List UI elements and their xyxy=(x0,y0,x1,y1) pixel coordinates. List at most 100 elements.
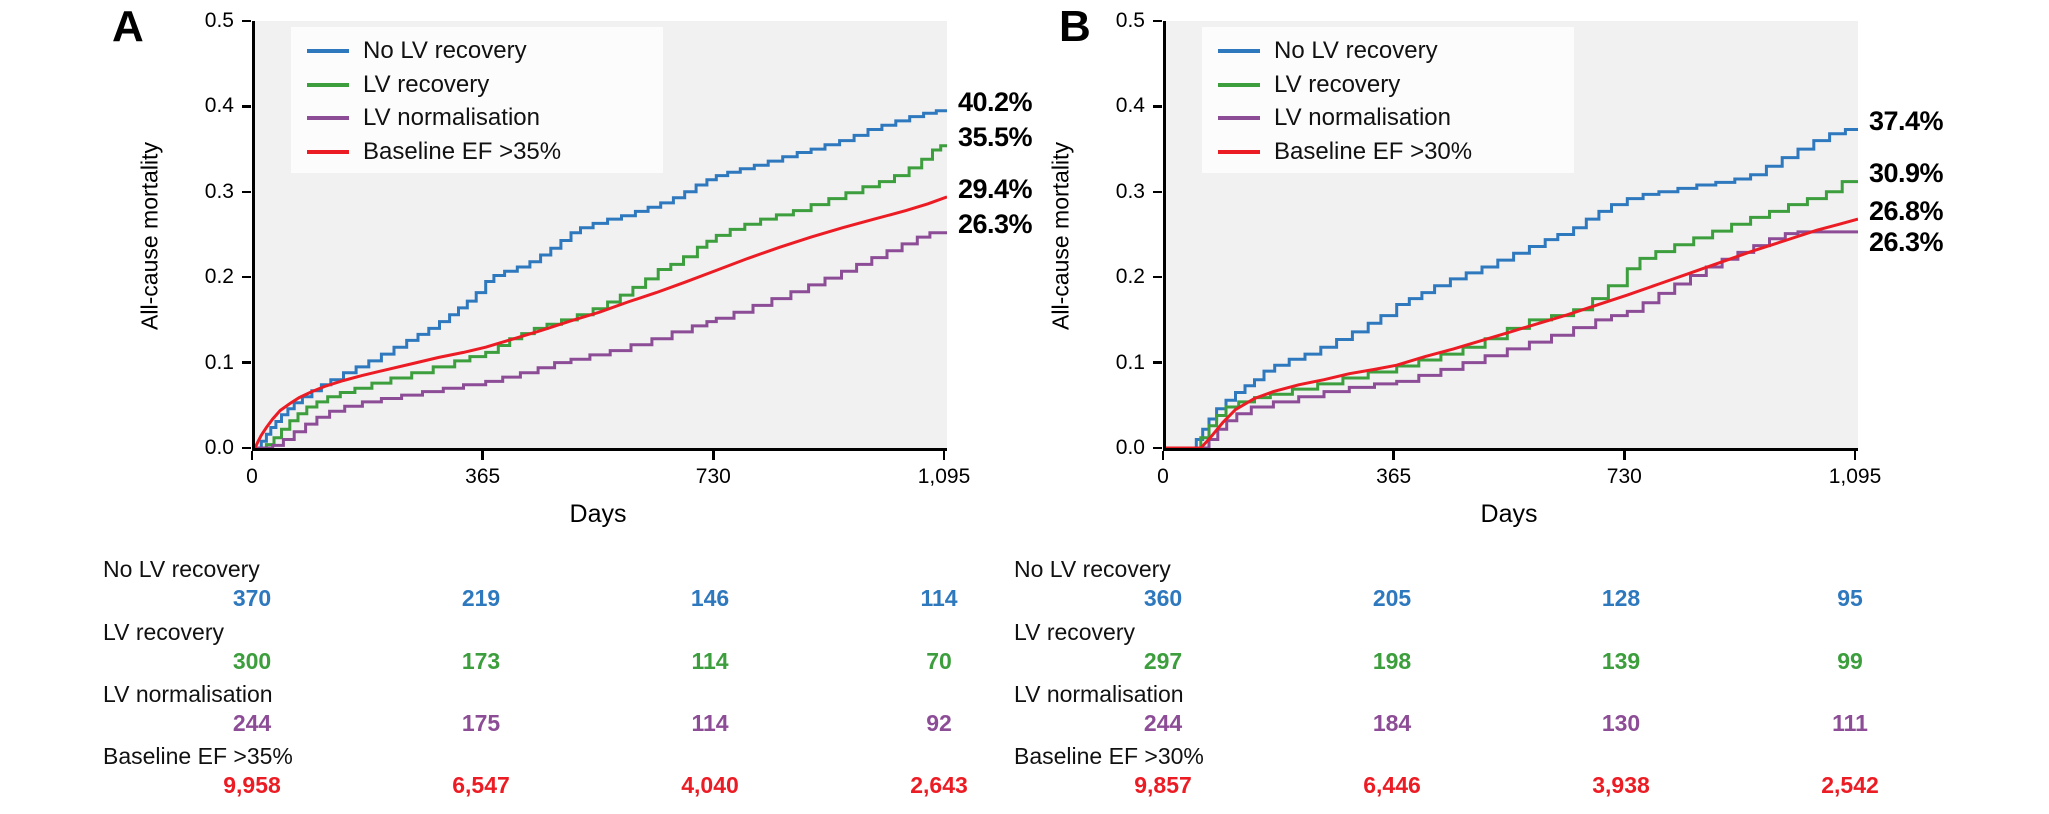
legend-label: LV recovery xyxy=(363,70,490,98)
y-axis-title: All-cause mortality xyxy=(136,142,163,330)
x-tick-label: 365 xyxy=(1376,465,1412,488)
legend-label: No LV recovery xyxy=(1274,37,1438,64)
plot-area: No LV recovery LV recovery LV normalisatio… xyxy=(252,21,947,451)
risk-count: 92 xyxy=(926,710,952,736)
legend-line-icon xyxy=(307,116,349,120)
y-tick-mark xyxy=(1153,361,1162,364)
risk-count: 130 xyxy=(1601,710,1641,736)
curve-end-label: 40.2% xyxy=(958,86,1033,117)
x-tick-label: 730 xyxy=(1606,465,1642,488)
y-tick-mark xyxy=(1153,19,1162,23)
legend-label: LV recovery xyxy=(1274,70,1401,98)
y-tick-mark xyxy=(1153,446,1162,450)
legend-item-no-lv-recovery: No LV recovery xyxy=(307,37,527,65)
x-tick-label: 0 xyxy=(1157,465,1169,488)
risk-count: 219 xyxy=(461,585,501,611)
panel-a: A All-cause mortality No LV recovery LV r… xyxy=(103,2,1033,798)
legend-item-baseline-ef-30: Baseline EF >30% xyxy=(1218,138,1472,166)
y-tick-mark xyxy=(242,446,251,450)
legend-item-lv-recovery: LV recovery xyxy=(307,71,489,99)
y-tick-label: 0.5 xyxy=(1115,9,1145,32)
risk-count: 95 xyxy=(1837,585,1863,611)
risk-count: 3,938 xyxy=(1592,772,1650,798)
legend-item-lv-normalisation: LV normalisation xyxy=(307,104,540,132)
curve-baseline-ef-30 xyxy=(1166,217,1858,448)
risk-count: 9,857 xyxy=(1134,772,1192,798)
y-tick-label: 0.0 xyxy=(1115,436,1145,459)
y-tick-mark xyxy=(1153,275,1162,279)
risk-row-label: No LV recovery xyxy=(103,556,260,582)
curve-no-lv-recovery xyxy=(1166,128,1858,448)
curve-end-label: 26.3% xyxy=(958,208,1033,239)
panel-letter: B xyxy=(1059,2,1091,51)
risk-count: 2,643 xyxy=(910,772,968,798)
y-tick-mark xyxy=(1153,190,1162,194)
x-tick-mark xyxy=(1392,451,1395,460)
curve-end-label: 35.5% xyxy=(958,121,1033,152)
y-tick-label: 0.2 xyxy=(204,265,234,289)
x-tick-label: 730 xyxy=(695,465,731,488)
y-tick-label: 0.1 xyxy=(1115,350,1145,374)
plot-area: No LV recovery LV recovery LV normalisatio… xyxy=(1163,21,1858,451)
risk-count: 4,040 xyxy=(681,772,739,798)
risk-count: 9,958 xyxy=(223,772,281,798)
risk-count: 99 xyxy=(1837,648,1863,674)
x-tick-mark xyxy=(1623,451,1626,460)
risk-count: 244 xyxy=(1143,710,1183,736)
x-tick-mark xyxy=(1853,451,1857,460)
panel-b: B All-cause mortality No LV recovery LV r… xyxy=(911,0,2049,814)
x-tick-mark xyxy=(1161,451,1165,460)
y-tick-label: 0.1 xyxy=(204,350,234,374)
legend-label: LV normalisation xyxy=(363,104,540,131)
risk-row-label: No LV recovery xyxy=(1014,556,1171,582)
curve-end-label: 30.9% xyxy=(1869,157,1944,188)
y-tick-mark xyxy=(242,105,251,108)
legend-label: No LV recovery xyxy=(363,37,527,64)
legend-line-icon xyxy=(1218,49,1260,53)
y-tick-label: 0.4 xyxy=(204,94,234,118)
legend: No LV recovery LV recovery LV normalisatio… xyxy=(291,27,663,173)
curve-lv-normalisation xyxy=(1166,230,1858,448)
x-tick-label: 1,095 xyxy=(917,465,971,488)
survival-curves-svg xyxy=(1166,128,1858,448)
y-tick-label: 0.0 xyxy=(204,436,234,459)
risk-row-label: LV normalisation xyxy=(1014,681,1184,707)
legend-line-icon xyxy=(307,149,349,154)
legend-label: LV normalisation xyxy=(1274,104,1451,131)
risk-count: 198 xyxy=(1372,648,1412,674)
y-tick-mark xyxy=(242,361,251,364)
risk-count: 6,446 xyxy=(1363,772,1421,798)
x-tick-label: 1,095 xyxy=(1828,465,1882,488)
curve-end-label: 26.8% xyxy=(1869,196,1944,227)
risk-count: 114 xyxy=(691,710,729,736)
risk-count: 184 xyxy=(1372,710,1412,736)
x-tick-label: 365 xyxy=(465,465,501,488)
risk-count: 128 xyxy=(1601,585,1641,611)
legend-line-icon xyxy=(1218,82,1260,87)
y-tick-label: 0.5 xyxy=(204,9,234,32)
curve-lv-recovery xyxy=(1166,180,1858,448)
legend-line-icon xyxy=(307,82,349,87)
risk-count: 70 xyxy=(926,648,952,674)
x-axis-title: Days xyxy=(1480,500,1538,528)
legend-item-lv-recovery: LV recovery xyxy=(1218,71,1400,99)
y-tick-label: 0.3 xyxy=(204,179,234,203)
legend-label: Baseline EF >35% xyxy=(363,137,562,165)
risk-count: 244 xyxy=(232,710,272,736)
y-tick-label: 0.4 xyxy=(1115,94,1145,118)
risk-count: 297 xyxy=(1143,648,1183,674)
risk-row-label: LV recovery xyxy=(103,619,225,645)
risk-count: 6,547 xyxy=(452,772,510,798)
legend-item-baseline-ef-35: Baseline EF >35% xyxy=(307,138,561,166)
y-tick-mark xyxy=(242,190,251,194)
legend-label: Baseline EF >30% xyxy=(1274,137,1473,165)
legend-line-icon xyxy=(1218,116,1260,120)
risk-row-label: LV normalisation xyxy=(103,681,273,707)
x-tick-mark xyxy=(481,451,484,460)
y-tick-label: 0.2 xyxy=(1115,265,1145,289)
risk-row-label: Baseline EF >35% xyxy=(103,743,293,769)
risk-count: 370 xyxy=(232,585,272,611)
legend: No LV recovery LV recovery LV normalisatio… xyxy=(1202,27,1574,173)
risk-count: 2,542 xyxy=(1821,772,1879,798)
legend-item-no-lv-recovery: No LV recovery xyxy=(1218,37,1438,65)
